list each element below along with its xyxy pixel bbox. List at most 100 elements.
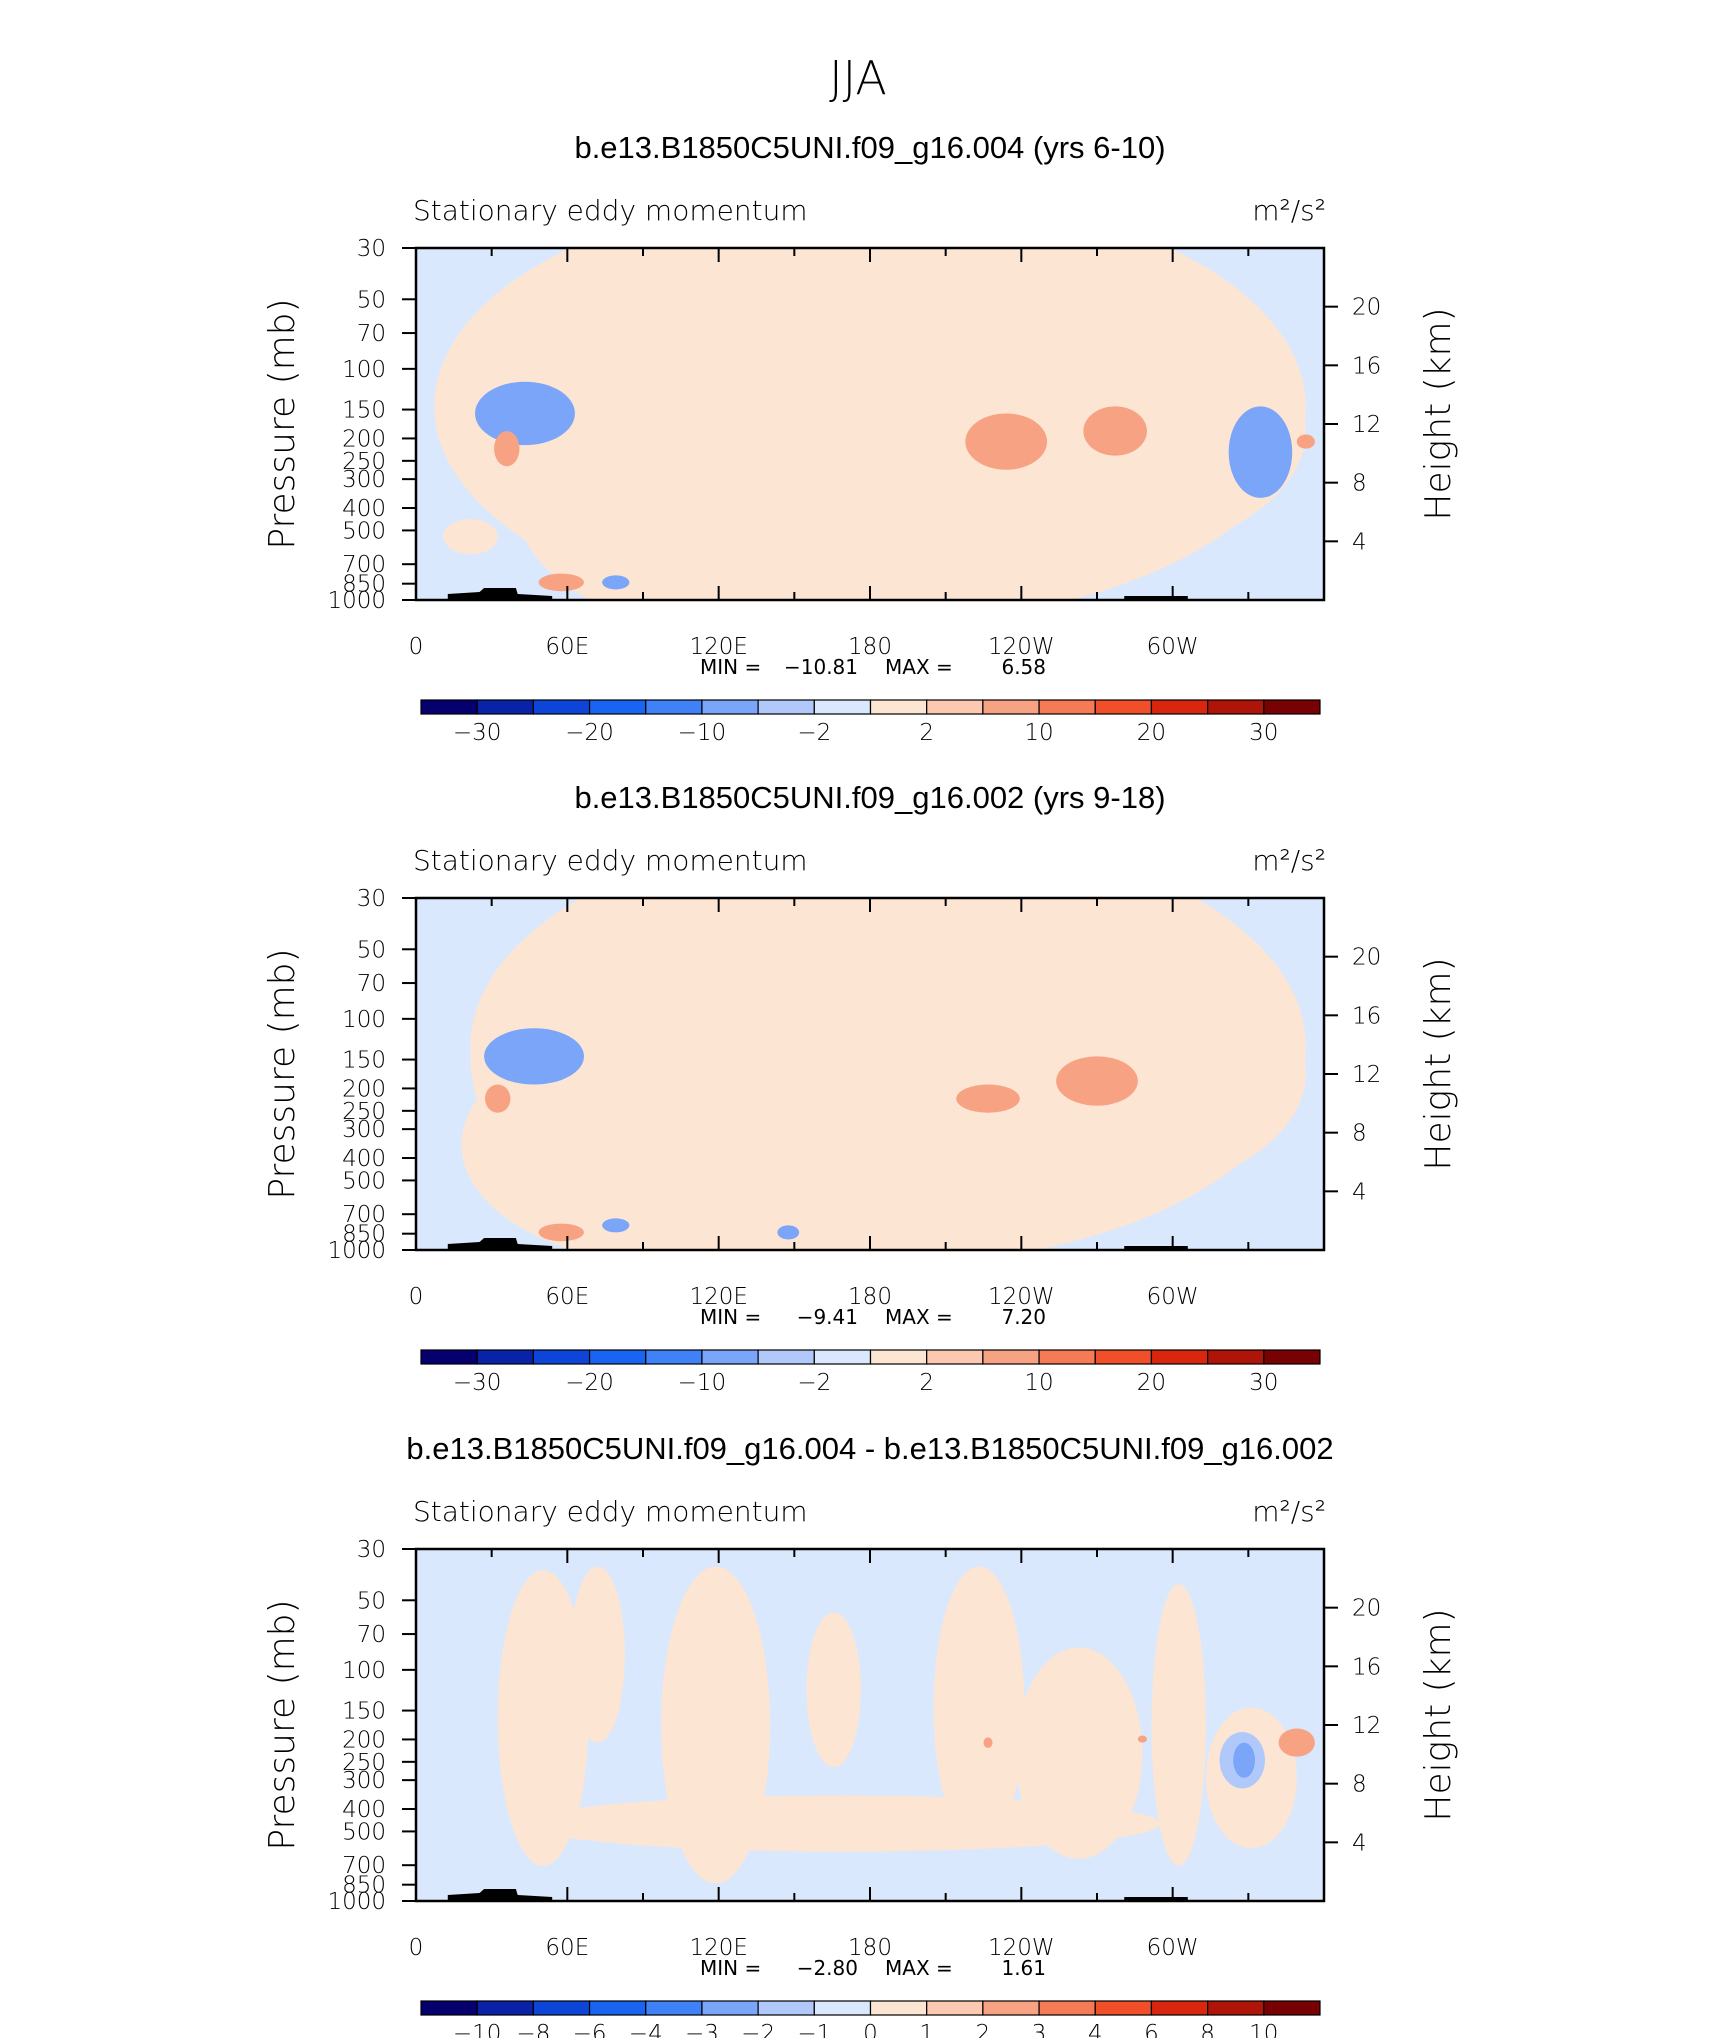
y2-axis-title: Height (km) — [1418, 957, 1459, 1170]
colorbar-label: −8 — [516, 2021, 550, 2038]
y-tick-label: 200 — [342, 1076, 386, 1102]
colorbar-label: −20 — [565, 720, 614, 746]
colorbar-swatch — [982, 699, 1040, 715]
panel-title: b.e13.B1850C5UNI.f09_g16.002 (yrs 9-18) — [574, 780, 1165, 815]
colorbar-swatch — [1207, 699, 1265, 715]
colorbar-swatch — [645, 1349, 703, 1365]
y-tick-label: 70 — [357, 1622, 386, 1648]
colorbar-label: −1 — [797, 2021, 831, 2038]
colorbar-label: 0 — [863, 2021, 878, 2038]
y2-axis-title: Height (km) — [1418, 307, 1459, 520]
colorbar-swatch — [982, 1349, 1040, 1365]
colorbar-label: 8 — [1200, 2021, 1215, 2038]
y-tick-label: 700 — [342, 1853, 386, 1879]
x-tick-label: 120W — [988, 1935, 1055, 1961]
y2-tick-label: 16 — [1352, 1654, 1381, 1680]
panel-1: b.e13.B1850C5UNI.f09_g16.004 (yrs 6-10) S… — [262, 130, 1459, 746]
x-tick-label: 120E — [689, 1284, 747, 1310]
contour-region-5 — [1056, 1056, 1138, 1106]
colorbar-label: 10 — [1024, 720, 1053, 746]
y-tick-label: 1000 — [327, 1238, 386, 1264]
min-label: MIN = — [700, 1956, 761, 1980]
figure-title: JJA — [829, 51, 887, 105]
colorbar-label: 10 — [1024, 1370, 1053, 1396]
contour-region-3 — [933, 1566, 1025, 1849]
y-tick-label: 400 — [342, 1797, 386, 1823]
y-tick-label: 250 — [342, 1099, 386, 1125]
y2-tick-label: 20 — [1352, 1596, 1381, 1622]
colorbar-swatch — [757, 1349, 815, 1365]
x-tick-label: 180 — [848, 1284, 892, 1310]
x-tick-label: 180 — [848, 1935, 892, 1961]
y-tick-label: 250 — [342, 449, 386, 475]
colorbar-label: −2 — [797, 1370, 831, 1396]
colorbar-label: −6 — [573, 2021, 607, 2038]
colorbar-swatch — [588, 1349, 647, 1365]
colorbar-label: 2 — [919, 1370, 934, 1396]
y-axis-title: Pressure (mb) — [262, 298, 303, 549]
y-tick-label: 500 — [342, 1819, 386, 1845]
colorbar-label: 3 — [1032, 2021, 1047, 2038]
contour-region-11 — [1187, 1109, 1225, 1166]
units-label: m²/s² — [1252, 1495, 1326, 1528]
y2-tick-label: 8 — [1352, 471, 1367, 497]
colorbar-swatch — [1150, 2000, 1209, 2016]
y2-tick-label: 20 — [1352, 945, 1381, 971]
y-axis-title: Pressure (mb) — [262, 948, 303, 1199]
colorbar-swatch — [869, 1349, 928, 1365]
y2-tick-label: 12 — [1352, 412, 1381, 438]
colorbar-label: 2 — [919, 720, 934, 746]
topography — [447, 1238, 553, 1250]
x-tick-label: 60E — [545, 1284, 589, 1310]
colorbar-swatch — [1263, 699, 1321, 715]
contour-region-11 — [1278, 1728, 1315, 1757]
colorbar-swatch — [982, 2000, 1040, 2016]
colorbar-swatch — [1038, 2000, 1096, 2016]
y-tick-label: 850 — [342, 572, 386, 598]
x-tick-label: 120W — [988, 634, 1055, 660]
colorbar-swatch — [1150, 1349, 1209, 1365]
y-tick-label: 400 — [342, 496, 386, 522]
colorbar-swatch — [869, 2000, 928, 2016]
y-tick-label: 700 — [342, 1202, 386, 1228]
units-label: m²/s² — [1252, 844, 1326, 877]
colorbar-label: −4 — [629, 2021, 663, 2038]
y2-tick-label: 20 — [1352, 295, 1381, 321]
colorbar-swatch — [420, 699, 478, 715]
y-tick-label: 50 — [357, 937, 386, 963]
contour-region-11 — [1296, 434, 1315, 449]
contour-region-8 — [570, 1566, 625, 1743]
y-tick-label: 1000 — [327, 588, 386, 614]
x-tick-label: 180 — [848, 634, 892, 660]
colorbar-label: 10 — [1249, 2021, 1278, 2038]
contour-region-10 — [777, 1225, 800, 1240]
colorbar-label: 4 — [1088, 2021, 1103, 2038]
left-label: Stationary eddy momentum — [413, 1495, 808, 1528]
max-value: 7.20 — [1001, 1305, 1046, 1329]
topography-americas — [1124, 1897, 1188, 1901]
colorbar-swatch — [701, 1349, 759, 1365]
max-value: 6.58 — [1001, 655, 1046, 679]
contour-field — [416, 898, 1324, 1250]
y-tick-label: 30 — [357, 236, 386, 262]
colorbar-swatch — [926, 1349, 984, 1365]
contour-region-7 — [485, 1084, 511, 1113]
y-tick-label: 500 — [342, 518, 386, 544]
colorbar-label: −10 — [678, 1370, 727, 1396]
panel-3: b.e13.B1850C5UNI.f09_g16.004 - b.e13.B18… — [262, 1431, 1459, 2038]
max-value: 1.61 — [1001, 1956, 1046, 1980]
colorbar-label: 20 — [1137, 1370, 1166, 1396]
y2-tick-label: 12 — [1352, 1062, 1381, 1088]
colorbar-swatch — [701, 699, 759, 715]
contour-region-7 — [1228, 406, 1293, 498]
x-tick-label: 0 — [409, 634, 424, 660]
colorbar-swatch — [926, 2000, 984, 2016]
panel-title: b.e13.B1850C5UNI.f09_g16.004 (yrs 6-10) — [574, 130, 1165, 165]
y-tick-label: 400 — [342, 1146, 386, 1172]
x-tick-label: 0 — [409, 1935, 424, 1961]
y-tick-label: 30 — [357, 1537, 386, 1563]
colorbar-label: −2 — [797, 720, 831, 746]
y-tick-label: 1000 — [327, 1889, 386, 1915]
x-tick-label: 120E — [689, 634, 747, 660]
colorbar-swatch — [1150, 699, 1209, 715]
